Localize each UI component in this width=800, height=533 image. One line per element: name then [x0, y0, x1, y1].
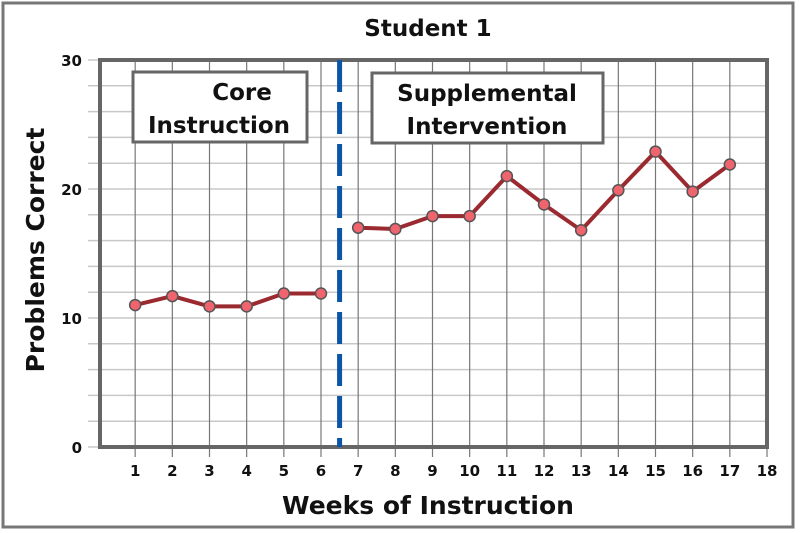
y-tick-label: 0 — [72, 439, 82, 457]
x-tick-label: 3 — [204, 462, 214, 480]
data-point — [240, 300, 253, 313]
x-tick-label: 12 — [534, 462, 555, 480]
data-point — [686, 185, 699, 198]
data-point — [537, 198, 551, 211]
data-point — [314, 287, 328, 300]
data-point — [277, 287, 291, 300]
data-point — [389, 222, 402, 236]
x-tick-label: 13 — [571, 462, 592, 480]
data-point — [612, 184, 625, 197]
data-point — [351, 221, 365, 234]
x-tick-label: 8 — [390, 462, 400, 480]
x-tick-label: 2 — [167, 462, 177, 480]
data-point — [203, 300, 216, 313]
annotation-core-instruction: Core Instruction — [131, 70, 309, 144]
y-axis-ticks: 0 10 20 30 — [61, 52, 82, 457]
x-tick-label: 10 — [459, 462, 480, 480]
x-tick-label: 5 — [279, 462, 289, 480]
annotation-supp-line1: Supplemental — [397, 81, 577, 107]
data-point — [723, 158, 737, 171]
y-tick-label: 30 — [61, 52, 82, 70]
data-point — [500, 169, 514, 183]
x-tick-label: 6 — [316, 462, 326, 480]
y-tick-label: 20 — [61, 181, 82, 199]
data-point — [166, 289, 179, 303]
x-axis-ticks: 1 2 3 4 5 6 7 8 9 10 11 12 13 14 15 16 17 18 — [130, 462, 777, 480]
x-tick-label: 14 — [608, 462, 629, 480]
data-point — [649, 145, 662, 158]
x-tick-label: 9 — [427, 462, 437, 480]
plot-frame — [98, 58, 769, 449]
y-tick-label: 10 — [61, 310, 82, 328]
data-point — [574, 224, 588, 237]
x-tick-label: 15 — [645, 462, 666, 480]
x-tick-label: 16 — [682, 462, 703, 480]
x-tick-label: 1 — [130, 462, 140, 480]
y-axis-label: Problems Correct — [21, 128, 50, 373]
x-tick-label: 11 — [496, 462, 517, 480]
annotation-core-line2: Instruction — [148, 113, 290, 139]
x-tick-label: 7 — [353, 462, 363, 480]
data-point — [463, 209, 476, 223]
x-axis-label: Weeks of Instruction — [282, 491, 574, 520]
data-series — [128, 145, 737, 313]
x-tick-label: 4 — [241, 462, 251, 480]
data-point — [128, 298, 142, 312]
data-point — [426, 209, 439, 223]
x-tick-label: 18 — [757, 462, 778, 480]
annotation-core-line1: Core — [212, 80, 272, 106]
chart-title: Student 1 — [364, 16, 491, 42]
annotation-supp-line2: Intervention — [407, 114, 568, 140]
annotation-supplemental-intervention: Supplemental Intervention — [370, 71, 605, 145]
x-tick-label: 17 — [719, 462, 740, 480]
